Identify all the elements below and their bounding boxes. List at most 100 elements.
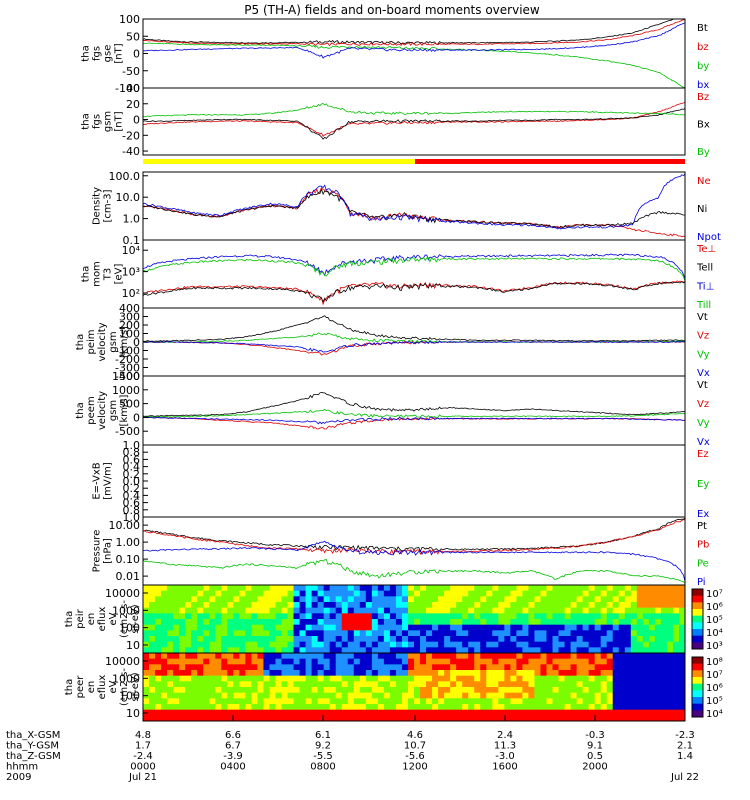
heatmap-cell	[155, 647, 162, 654]
heatmap-cell	[636, 596, 644, 603]
colorbar-segment	[692, 657, 703, 665]
heatmap-cell	[209, 636, 216, 643]
heatmap-cell	[618, 596, 626, 603]
heatmap-cell	[143, 602, 150, 609]
heatmap-cell	[480, 670, 487, 677]
heatmap-cell	[546, 692, 553, 699]
heatmap-cell	[588, 664, 596, 671]
heatmap-cell	[317, 715, 325, 722]
heatmap-cell	[618, 607, 626, 614]
heatmap-cell	[480, 613, 487, 620]
colorbar-label: 10⁵	[706, 615, 723, 626]
figure-title: P5 (TH-A) fields and on-board moments ov…	[244, 3, 540, 17]
heatmap-cell	[504, 602, 511, 609]
heatmap-cell	[594, 709, 602, 716]
heatmap-cell	[660, 641, 668, 648]
heatmap-cell	[299, 670, 306, 677]
heatmap-cell	[185, 613, 192, 620]
heatmap-cell	[522, 585, 529, 592]
y-axis-label-line: tha	[81, 266, 92, 282]
heatmap-cell	[323, 681, 331, 688]
heatmap-cell	[426, 687, 433, 694]
heatmap-cell	[371, 709, 379, 716]
heatmap-cell	[173, 681, 180, 688]
heatmap-cell	[407, 704, 415, 711]
heatmap-cell	[564, 658, 571, 665]
heatmap-cell	[245, 641, 252, 648]
heatmap-cell	[654, 709, 662, 716]
heatmap-cell	[173, 636, 180, 643]
heatmap-cell	[155, 590, 162, 597]
heatmap-cell	[528, 619, 535, 626]
heatmap-cell	[624, 653, 632, 660]
heatmap-cell	[239, 585, 246, 592]
heatmap-cell	[498, 664, 505, 671]
heatmap-cell	[179, 704, 186, 711]
heatmap-cell	[480, 664, 487, 671]
heatmap-cell	[654, 607, 662, 614]
heatmap-cell	[600, 698, 608, 705]
heatmap-cell	[395, 596, 403, 603]
heatmap-cell	[432, 681, 439, 688]
heatmap-cell	[383, 636, 391, 643]
heatmap-cell	[558, 664, 565, 671]
heatmap-cell	[305, 698, 313, 705]
heatmap-cell	[317, 658, 325, 665]
heatmap-cell	[335, 692, 343, 699]
heatmap-cell	[347, 630, 355, 637]
heatmap-cell	[335, 630, 343, 637]
heatmap-cell	[311, 658, 319, 665]
y-axis-label-line: [km/s]	[119, 326, 130, 358]
heatmap-cell	[528, 607, 535, 614]
colorbar-segment	[692, 615, 703, 623]
y-tick-label: 100.0	[109, 170, 141, 183]
heatmap-cell	[636, 698, 644, 705]
heatmap-cell	[299, 636, 306, 643]
y-axis-label-line: eflux	[97, 675, 108, 700]
heatmap-cell	[582, 687, 590, 694]
heatmap-cell	[606, 658, 614, 665]
heatmap-cell	[179, 687, 186, 694]
y-axis-label-line: [nT]	[114, 111, 125, 131]
heatmap-cell	[546, 641, 553, 648]
heatmap-cell	[227, 681, 234, 688]
heatmap-cell	[444, 670, 451, 677]
heatmap-cell	[576, 681, 584, 688]
heatmap-cell	[347, 613, 355, 620]
heatmap-cell	[167, 641, 174, 648]
heatmap-cell	[155, 658, 162, 665]
heatmap-cell	[420, 698, 427, 705]
heatmap-cell	[371, 585, 379, 592]
heatmap-cell	[582, 602, 590, 609]
heatmap-cell	[299, 602, 306, 609]
heatmap-cell	[456, 653, 463, 660]
heatmap-cell	[149, 715, 156, 722]
heatmap-cell	[594, 585, 602, 592]
heatmap-cell	[552, 613, 559, 620]
heatmap-cell	[420, 675, 427, 682]
heatmap-cell	[660, 636, 668, 643]
heatmap-cell	[167, 607, 174, 614]
heatmap-cell	[215, 704, 222, 711]
heatmap-cell	[432, 602, 439, 609]
heatmap-cell	[215, 602, 222, 609]
heatmap-cell	[209, 692, 216, 699]
heatmap-cell	[245, 687, 252, 694]
heatmap-cell	[516, 687, 523, 694]
heatmap-cell	[143, 619, 150, 626]
heatmap-cell	[630, 687, 638, 694]
heatmap-cell	[444, 641, 451, 648]
heatmap-cell	[492, 607, 499, 614]
heatmap-cell	[185, 692, 192, 699]
heatmap-cell	[480, 715, 487, 722]
heatmap-cell	[341, 698, 349, 705]
panel-efield: 1.00.80.60.40.20.00.20.40.60.81.0E=-VxB[…	[92, 439, 710, 524]
heatmap-cell	[209, 613, 216, 620]
heatmap-cell	[365, 709, 373, 716]
heatmap-cell	[281, 670, 288, 677]
heatmap-cell	[552, 692, 559, 699]
heatmap-cell	[678, 596, 686, 603]
heatmap-cell	[540, 687, 547, 694]
x-row-value: -2.4	[133, 751, 153, 762]
heatmap-cell	[401, 664, 409, 671]
